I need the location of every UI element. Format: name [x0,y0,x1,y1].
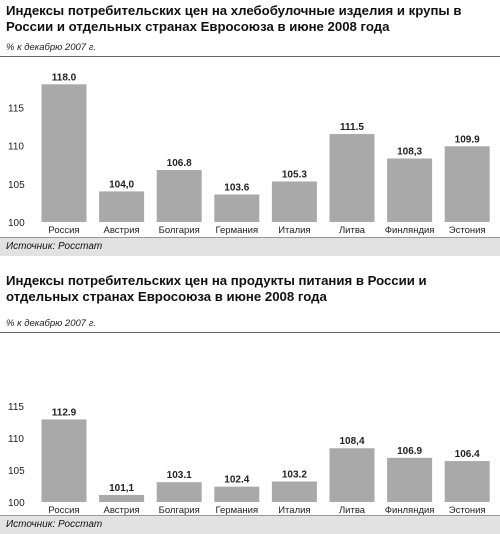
bar [41,419,87,502]
value-label: 106.8 [167,158,192,169]
value-label: 103.1 [167,470,192,481]
bar [41,84,87,222]
bar [444,461,490,502]
unit-label: % к декабрю 2007 г. [6,318,97,329]
bar [329,448,375,502]
value-label: 109.9 [455,134,480,145]
value-label: 104,0 [109,179,134,190]
bar [271,481,317,502]
chart-title: Индексы потребительских цен на хлебобуло… [6,3,462,34]
value-label: 103.2 [282,470,307,481]
value-label: 108,3 [397,147,422,158]
y-tick-label: 100 [8,218,25,229]
y-tick-label: 110 [8,434,24,445]
x-category-label: Эстония [449,505,486,515]
bar-chart: 100 105 110 115 112.9 Россия 101,1 Австрия 103.1… [8,402,490,515]
chart-panel-2: Индексы потребительских цен на продукты … [0,270,500,534]
bar [99,494,145,502]
x-category-label: Эстония [449,225,486,236]
x-category-label: Болгария [159,505,200,515]
x-category-label: Россия [48,225,79,236]
source-bar: Источник: Росстат [0,237,500,256]
value-label: 102.4 [224,475,249,486]
value-label: 105.3 [282,169,307,180]
unit-label: % к декабрю 2007 г. [6,42,97,53]
y-tick-label: 100 [8,498,25,509]
x-category-label: Италия [278,505,310,515]
value-label: 103.6 [224,182,249,193]
bar [271,181,317,222]
value-label: 111.5 [340,122,364,133]
value-label: 106.4 [455,449,480,460]
bar [99,191,145,222]
value-label: 108,4 [339,436,364,447]
value-label: 106.9 [397,446,422,457]
x-category-label: Австрия [104,505,140,515]
y-tick-label: 115 [8,103,24,114]
divider [0,332,500,333]
x-category-label: Австрия [104,225,140,236]
x-category-label: Россия [48,505,79,515]
divider [0,56,500,57]
source-note: Источник: Росстат [6,241,103,252]
bar [156,482,202,502]
source-bar: Источник: Росстат [0,515,500,534]
bar [387,457,433,502]
x-category-label: Литва [339,505,366,515]
x-category-label: Финляндия [385,505,435,515]
value-label: 112.9 [52,407,77,418]
x-category-label: Италия [278,225,310,236]
y-tick-label: 105 [8,180,25,191]
x-category-label: Финляндия [385,225,435,236]
chart-panel-1: Индексы потребительских цен на хлебобуло… [0,3,500,256]
x-category-label: Германия [216,505,259,515]
bar [214,486,260,502]
y-tick-label: 115 [8,402,24,413]
bar [444,146,490,222]
y-tick-label: 110 [8,142,24,153]
x-category-label: Литва [339,225,366,236]
bar [156,169,202,222]
bar [387,158,433,222]
source-note: Источник: Росстат [6,519,103,530]
bar [214,194,260,222]
chart-title: Индексы потребительских цен на продукты … [6,273,427,304]
y-tick-label: 105 [8,466,25,477]
value-label: 118.0 [52,72,77,83]
bar [329,134,375,222]
bar-chart: 100 105 110 115 118.0 Россия 104,0 Австрия 106.8… [8,72,490,236]
value-label: 101,1 [109,483,134,494]
x-category-label: Германия [216,225,259,236]
x-category-label: Болгария [159,225,200,236]
